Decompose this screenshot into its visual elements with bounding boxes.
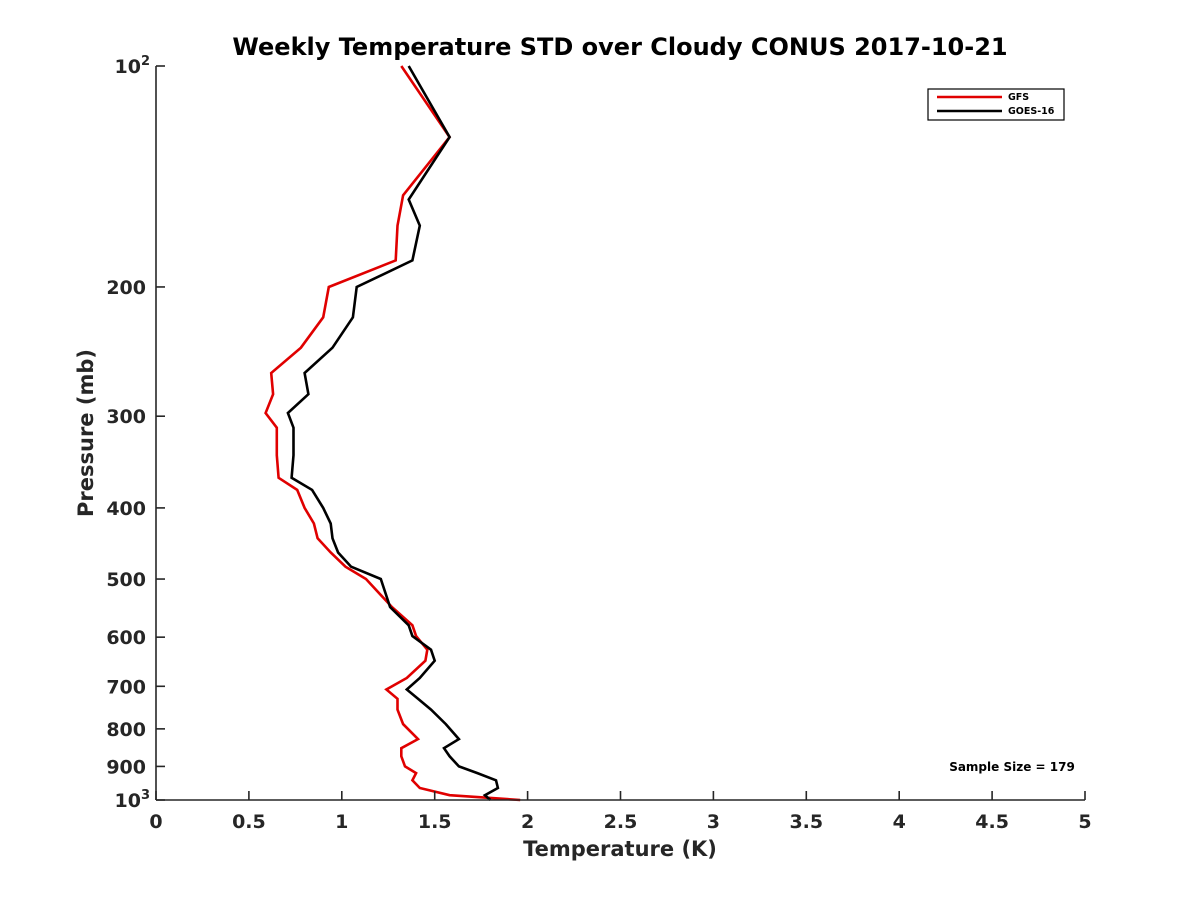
- x-tick-label: 2.5: [604, 811, 638, 833]
- legend-label-gfs: GFS: [1008, 92, 1029, 103]
- x-tick-label: 1.5: [418, 811, 452, 833]
- y-tick-label: 700: [106, 676, 146, 698]
- y-tick-base: 10: [115, 790, 141, 812]
- x-tick-label: 3: [707, 811, 720, 833]
- x-tick-label: 5: [1078, 811, 1091, 833]
- sample-size-annotation: Sample Size = 179: [949, 760, 1075, 774]
- x-axis-label: Temperature (K): [523, 837, 717, 861]
- x-tick-label: 2: [521, 811, 534, 833]
- y-tick-label: 103: [115, 788, 151, 812]
- y-tick-exponent: 2: [141, 54, 150, 69]
- y-tick-label: 600: [106, 627, 146, 649]
- y-tick-label: 500: [106, 569, 146, 591]
- y-tick-label: 900: [106, 756, 146, 778]
- x-tick-label: 4: [893, 811, 906, 833]
- y-tick-label: 102: [115, 54, 151, 78]
- legend-box: [927, 88, 1065, 121]
- axes-frame: [156, 66, 1085, 800]
- y-tick-label: 200: [106, 277, 146, 299]
- x-tick-label: 0: [149, 811, 162, 833]
- series-line-goes16: [286, 65, 500, 801]
- legend-label-goes16: GOES-16: [1008, 106, 1055, 117]
- y-tick-label: 300: [106, 406, 146, 428]
- y-axis-label: Pressure (mb): [74, 349, 98, 517]
- x-tick-label: 1: [335, 811, 348, 833]
- series-line-gfs: [264, 65, 521, 802]
- x-ticks: 0 0.5 1 1.5 2 2.5 3 3.5 4 4.5 5: [149, 791, 1092, 833]
- y-tick-label: 800: [106, 719, 146, 741]
- y-tick-exponent: 3: [141, 788, 150, 803]
- legend: GFS GOES-16: [927, 88, 1065, 121]
- x-tick-label: 0.5: [232, 811, 266, 833]
- x-tick-label: 3.5: [789, 811, 823, 833]
- y-tick-base: 10: [115, 56, 141, 78]
- y-tick-label: 400: [106, 498, 146, 520]
- x-tick-label: 4.5: [975, 811, 1009, 833]
- chart-title: Weekly Temperature STD over Cloudy CONUS…: [232, 33, 1007, 61]
- plot-area: [264, 65, 521, 802]
